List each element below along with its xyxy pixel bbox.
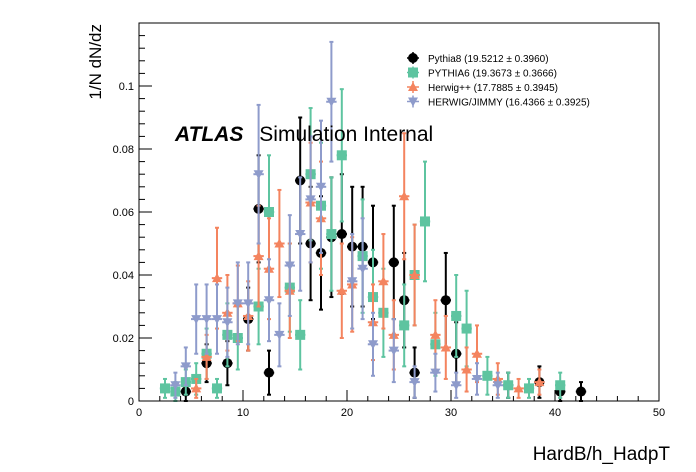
data-point bbox=[482, 370, 493, 381]
data-point bbox=[420, 216, 430, 227]
data-point bbox=[264, 296, 274, 306]
data-point bbox=[253, 251, 264, 261]
data-point bbox=[472, 374, 482, 384]
data-point bbox=[170, 381, 181, 391]
data-point bbox=[284, 261, 295, 271]
data-point bbox=[326, 229, 337, 240]
x-tick-label: 40 bbox=[549, 407, 561, 419]
data-point bbox=[336, 229, 347, 240]
data-point bbox=[399, 191, 410, 201]
data-point bbox=[201, 351, 212, 361]
legend-label: Herwig++ (17.7885 ± 0.3945) bbox=[428, 83, 558, 94]
y-tick-label: 0.04 bbox=[113, 270, 134, 282]
data-point bbox=[160, 383, 170, 394]
data-point bbox=[440, 342, 451, 352]
data-point bbox=[347, 277, 358, 287]
data-point bbox=[264, 207, 274, 217]
data-point bbox=[274, 330, 285, 340]
data-point bbox=[253, 170, 264, 180]
legend-label: HERWIG/JIMMY (16.4366 ± 0.3925) bbox=[428, 98, 590, 109]
data-point bbox=[430, 368, 441, 378]
legend-label: PYTHIA6 (19.3673 ± 0.3666) bbox=[428, 69, 557, 80]
data-point bbox=[503, 380, 514, 391]
y-tick-label: 0.06 bbox=[113, 207, 134, 219]
data-point bbox=[451, 310, 462, 321]
data-point bbox=[534, 377, 545, 387]
data-point bbox=[212, 383, 222, 394]
data-point bbox=[399, 320, 410, 331]
legend-entry-1: PYTHIA6 (19.3673 ± 0.3666) bbox=[407, 66, 557, 80]
data-point bbox=[368, 340, 378, 350]
data-point bbox=[191, 315, 202, 325]
x-tick-label: 10 bbox=[237, 407, 249, 419]
data-point bbox=[378, 276, 389, 286]
data-point bbox=[388, 346, 399, 356]
data-point bbox=[305, 195, 316, 205]
data-point bbox=[295, 230, 306, 240]
data-point bbox=[576, 386, 586, 397]
data-point bbox=[555, 380, 566, 391]
atlas-subtitle-text: Simulation Internal bbox=[259, 123, 433, 146]
data-point bbox=[326, 97, 337, 107]
legend-entry-3: HERWIG/JIMMY (16.4366 ± 0.3925) bbox=[407, 95, 590, 109]
data-point bbox=[524, 383, 534, 394]
legend-marker bbox=[408, 53, 418, 63]
data-point bbox=[180, 362, 191, 372]
legend-marker bbox=[408, 97, 418, 107]
atlas-label: ATLAS Simulation Internal bbox=[174, 123, 433, 146]
legend-marker bbox=[408, 67, 418, 78]
data-point bbox=[274, 238, 285, 248]
data-point bbox=[232, 299, 243, 309]
data-point bbox=[222, 318, 233, 328]
series-3 bbox=[170, 40, 503, 399]
data-point bbox=[492, 381, 503, 391]
legend-entry-2: Herwig++ (17.7885 ± 0.3945) bbox=[407, 81, 558, 94]
x-tick-label: 50 bbox=[653, 407, 665, 419]
data-point bbox=[409, 270, 420, 279]
data-point bbox=[513, 383, 524, 393]
data-point bbox=[295, 329, 306, 340]
legend-entry-0: Pythia8 (19.5212 ± 0.3960) bbox=[407, 52, 549, 65]
y-tick-label: 0.1 bbox=[119, 81, 134, 93]
data-point bbox=[461, 323, 472, 334]
data-point bbox=[336, 150, 347, 161]
x-tick-label: 30 bbox=[445, 407, 457, 419]
data-point bbox=[212, 315, 222, 325]
axes: 0 10 20 30 40 50 0 0.02 0.04 0.06 0.08 0.1 bbox=[113, 22, 665, 419]
legend-label: Pythia8 (19.5212 ± 0.3960) bbox=[428, 54, 549, 65]
data-point bbox=[336, 285, 347, 295]
data-point bbox=[461, 364, 472, 374]
data-point bbox=[409, 378, 420, 388]
atlas-bold-text: ATLAS bbox=[174, 123, 243, 146]
data-point bbox=[430, 329, 441, 339]
y-axis-title: 1/N dN/dz bbox=[86, 24, 105, 100]
data-point bbox=[316, 182, 326, 192]
data-point bbox=[440, 295, 451, 306]
data-point bbox=[243, 299, 254, 309]
legend: Pythia8 (19.5212 ± 0.3960) PYTHIA6 (19.36… bbox=[407, 52, 590, 109]
data-point bbox=[264, 367, 274, 378]
data-point bbox=[191, 383, 202, 393]
data-point bbox=[472, 348, 482, 358]
data-point bbox=[201, 315, 212, 325]
x-axis-title: HardB/h_HadpT bbox=[533, 444, 671, 465]
data-point bbox=[212, 273, 222, 283]
y-tick-label: 0 bbox=[128, 396, 134, 408]
x-tick-label: 0 bbox=[136, 407, 142, 419]
data-point bbox=[357, 264, 368, 274]
data-point bbox=[388, 257, 399, 268]
data-layer bbox=[159, 40, 587, 402]
legend-marker bbox=[408, 82, 418, 91]
y-tick-label: 0.02 bbox=[113, 333, 134, 345]
x-tick-label: 20 bbox=[341, 407, 353, 419]
y-tick-label: 0.08 bbox=[113, 144, 134, 156]
data-point bbox=[451, 381, 462, 391]
